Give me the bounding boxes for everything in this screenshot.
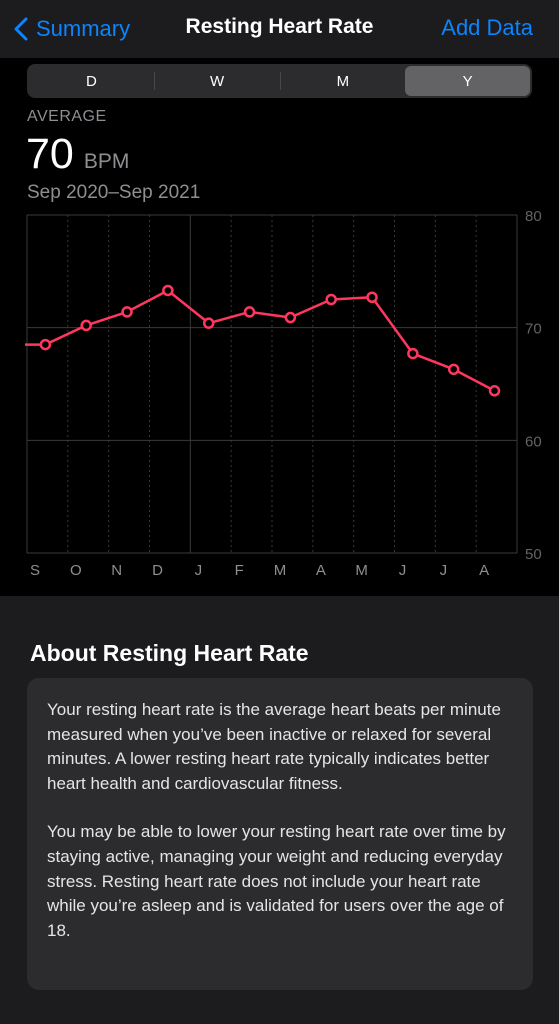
data-point (243, 306, 256, 318)
back-button-label: Summary (36, 16, 131, 41)
about-title: About Resting Heart Rate (30, 640, 309, 666)
about-paragraph-1: Your resting heart rate is the average h… (47, 700, 501, 793)
data-point (366, 291, 378, 303)
segment-year[interactable]: Y (405, 66, 530, 96)
x-tick-label: F (235, 562, 244, 579)
x-tick-label: S (30, 562, 40, 579)
average-number: 70 (26, 130, 74, 178)
x-tick-label: N (111, 562, 122, 579)
data-point (488, 385, 501, 397)
segment-day[interactable]: D (85, 72, 97, 90)
data-point (325, 293, 337, 306)
navigation-bar: Summary Resting Heart Rate Add Data (0, 0, 559, 58)
x-tick-label: A (479, 562, 489, 579)
data-point (121, 306, 133, 318)
data-point (162, 284, 174, 297)
average-unit: BPM (83, 150, 130, 173)
segment-month[interactable]: M (336, 72, 350, 90)
x-tick-label: M (355, 562, 368, 579)
about-card: Your resting heart rate is the average h… (27, 678, 533, 990)
x-tick-label: O (70, 562, 82, 579)
y-tick-label: 50 (525, 546, 542, 563)
average-value: 70 BPM (26, 130, 129, 179)
chevron-left-icon (14, 17, 28, 41)
time-range-segmented-control: D W M Y (27, 64, 532, 98)
segment-divider (153, 72, 155, 90)
about-paragraph-2: You may be able to lower your resting he… (47, 822, 506, 940)
add-data-button[interactable]: Add Data (441, 15, 533, 40)
data-point (407, 347, 419, 360)
segment-divider (279, 72, 281, 90)
chart-panel: D W M Y AVERAGE 70 BPM Sep 2020–Sep 2021… (0, 58, 559, 596)
y-tick-label: 60 (525, 433, 542, 450)
x-tick-label: J (195, 562, 203, 579)
data-point (39, 338, 52, 351)
data-point (202, 317, 215, 329)
x-tick-label: J (440, 562, 448, 579)
resting-heart-rate-chart[interactable]: 80 70 60 50 S O N D J F M A M J J A (0, 203, 559, 593)
series-line (25, 289, 496, 392)
x-tick-label: A (316, 562, 326, 579)
x-tick-label: D (152, 562, 163, 579)
date-range: Sep 2020–Sep 2021 (27, 182, 201, 203)
y-tick-label: 70 (525, 321, 542, 338)
x-tick-label: M (274, 562, 287, 579)
x-tick-label: J (399, 562, 407, 579)
y-tick-label: 80 (525, 208, 542, 225)
data-point (80, 319, 92, 332)
data-point (447, 363, 460, 376)
average-label: AVERAGE (27, 108, 107, 125)
back-button[interactable]: Summary (14, 12, 130, 46)
data-point (284, 311, 297, 324)
segment-week[interactable]: W (210, 72, 225, 90)
